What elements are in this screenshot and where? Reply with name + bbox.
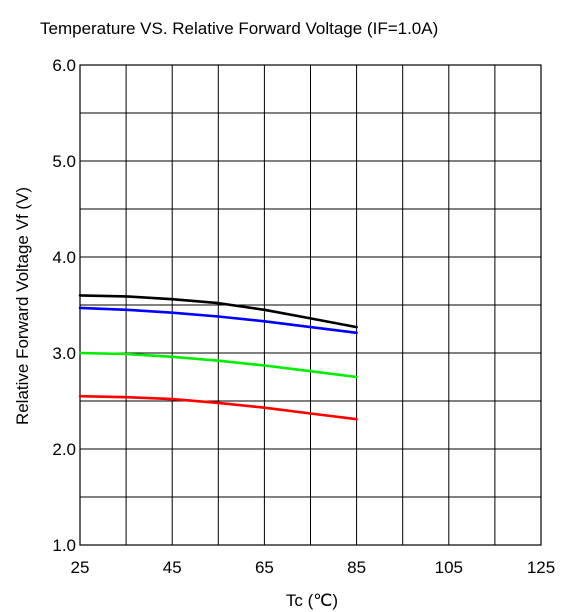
y-tick-label: 4.0 — [52, 248, 76, 267]
x-tick-label: 85 — [347, 558, 366, 577]
x-tick-labels: 25 45 65 85 105 125 — [71, 558, 556, 577]
x-tick-label: 65 — [255, 558, 274, 577]
x-tick-label: 125 — [527, 558, 555, 577]
series-line-1 — [78, 294, 358, 329]
x-axis-label: Tc (℃) — [286, 591, 338, 610]
series-line-3 — [78, 351, 358, 379]
y-tick-labels: 1.0 2.0 3.0 4.0 5.0 6.0 — [52, 56, 76, 555]
grid — [79, 64, 542, 546]
x-tick-label: 45 — [163, 558, 182, 577]
y-tick-label: 5.0 — [52, 152, 76, 171]
y-tick-label: 6.0 — [52, 56, 76, 75]
x-tick-label: 105 — [435, 558, 463, 577]
y-tick-label: 3.0 — [52, 344, 76, 363]
y-tick-label: 1.0 — [52, 536, 76, 555]
y-tick-label: 2.0 — [52, 440, 76, 459]
series-line-2 — [78, 306, 358, 335]
series-line-4 — [78, 394, 358, 421]
y-axis-label: Relative Forward Voltage Vf (V) — [13, 187, 32, 425]
x-tick-label: 25 — [71, 558, 90, 577]
plot-frame — [79, 64, 542, 546]
chart-title: Temperature VS. Relative Forward Voltage… — [40, 19, 438, 38]
series-group — [78, 294, 358, 421]
